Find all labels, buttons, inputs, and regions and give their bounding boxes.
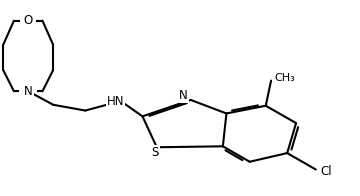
Text: O: O (23, 14, 33, 27)
Text: N: N (24, 85, 32, 98)
Text: S: S (151, 146, 159, 159)
Text: Cl: Cl (320, 165, 332, 178)
Text: CH₃: CH₃ (275, 73, 296, 83)
Text: N: N (179, 89, 188, 102)
Text: HN: HN (107, 95, 125, 108)
